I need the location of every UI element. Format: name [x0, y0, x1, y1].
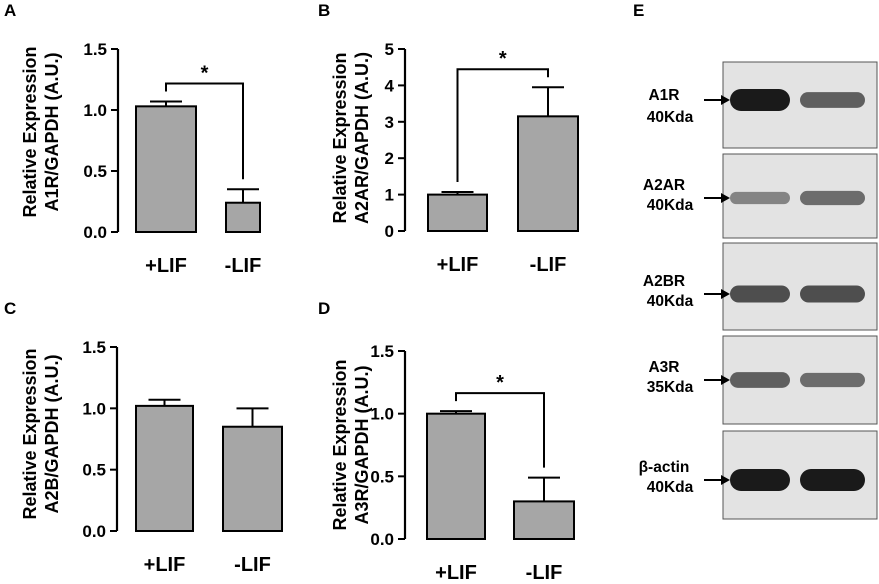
significance-bracket [455, 392, 545, 468]
y-axis-label-line2: A1R/GAPDH (A.U.) [42, 52, 62, 211]
y-tick-label: 1.0 [370, 405, 394, 424]
band-arrow-head [721, 193, 730, 203]
category-label: -LIF [225, 255, 262, 277]
blot-strip: A1R 40Kda [647, 61, 878, 149]
y-axis-label-line1: Relative Expression [330, 359, 350, 530]
bar [426, 412, 486, 540]
y-tick-label: 1.0 [83, 101, 107, 120]
y-tick-label: 0.0 [370, 530, 394, 549]
significance-marker: * [201, 62, 209, 84]
protein-band [730, 191, 790, 205]
molecular-weight: 40Kda [647, 479, 694, 496]
molecular-weight: 40Kda [647, 197, 694, 214]
bar [513, 500, 575, 540]
y-axis-label-line1: Relative Expression [330, 52, 350, 223]
protein-name: A1R [648, 87, 679, 104]
protein-band [800, 372, 865, 388]
significance-bracket [165, 82, 244, 180]
molecular-weight: 35Kda [647, 379, 694, 396]
category-label: +LIF [145, 255, 187, 277]
y-axis-label-line2: A3R/GAPDH (A.U.) [352, 365, 372, 524]
protein-band [800, 190, 865, 206]
bar [135, 404, 194, 533]
y-tick-label: 0.5 [370, 467, 394, 486]
protein-band [730, 372, 790, 388]
panel-letter: E [633, 1, 644, 20]
significance-marker: * [499, 48, 507, 70]
blot-strip: A2BR 40Kda [643, 242, 878, 331]
y-axis-label-line1: Relative Expression [20, 348, 40, 519]
blot-strip: A3R 35Kda [647, 335, 878, 425]
bar [427, 193, 488, 233]
category-label: -LIF [526, 562, 563, 584]
protein-band [730, 469, 790, 491]
y-axis-label-line1: Relative Expression [20, 46, 40, 217]
significance-bracket [456, 68, 549, 183]
y-tick-label: 0.5 [82, 461, 106, 480]
protein-name: A2BR [643, 273, 685, 290]
molecular-weight: 40Kda [647, 293, 694, 310]
category-label: -LIF [530, 254, 567, 276]
band-arrow-head [721, 475, 730, 485]
panel-letter: C [4, 299, 16, 318]
protein-name: A2AR [643, 177, 685, 194]
protein-band [730, 89, 790, 111]
panel-a: A Relative Expression A1R/GAPDH (A.U.) 0… [4, 1, 261, 277]
y-tick-label: 0 [385, 222, 394, 241]
y-axis-label-line2: A2AR/GAPDH (A.U.) [352, 52, 372, 224]
blot-strips: A1R 40Kda A2AR 40Kda A2BR 40Kda A3R 35Kda β-acti… [639, 61, 878, 520]
bar [135, 105, 197, 233]
y-tick-label: 1.5 [82, 338, 106, 357]
y-tick-label: 1.0 [82, 399, 106, 418]
y-axis-label-line2: A2B/GAPDH (A.U.) [42, 354, 62, 513]
y-tick-label: 5 [385, 40, 394, 59]
protein-band [730, 285, 790, 303]
bar [225, 201, 261, 234]
plot-area: 0.0 0.5 1.0 1.5 +LIF -LIF * [370, 342, 575, 584]
plot-area: 0.0 0.5 1.0 1.5 +LIF -LIF * [83, 40, 261, 277]
protein-band [800, 92, 865, 108]
band-arrow-head [721, 289, 730, 299]
y-tick-label: 0.0 [83, 223, 107, 242]
protein-name: A3R [648, 359, 679, 376]
protein-band [800, 285, 865, 303]
category-label: +LIF [144, 554, 186, 576]
y-tick-label: 0.0 [82, 522, 106, 541]
band-arrow-head [721, 95, 730, 105]
bar [517, 115, 579, 232]
y-tick-label: 0.5 [83, 162, 107, 181]
y-tick-label: 1 [385, 186, 394, 205]
category-label: +LIF [435, 562, 477, 584]
plot-area: 0 1 2 3 4 5 +LIF -LIF * [385, 40, 579, 276]
category-label: -LIF [234, 554, 271, 576]
panel-letter: D [318, 299, 330, 318]
molecular-weight: 40Kda [647, 109, 694, 126]
significance-marker: * [496, 372, 504, 394]
y-tick-label: 4 [385, 76, 395, 95]
blot-strip: A2AR 40Kda [643, 153, 878, 239]
y-tick-label: 2 [385, 149, 394, 168]
panel-letter: A [4, 1, 16, 20]
y-tick-label: 3 [385, 113, 394, 132]
y-tick-label: 1.5 [370, 342, 394, 361]
band-arrow-head [721, 375, 730, 385]
blot-strip: β-actin 40Kda [639, 430, 878, 520]
protein-name: β-actin [639, 459, 690, 476]
plot-area: 0.0 0.5 1.0 1.5 +LIF -LIF [82, 338, 283, 576]
y-tick-label: 1.5 [83, 40, 107, 59]
protein-band [800, 469, 865, 491]
panel-e-western-blot: E A1R 40Kda A2AR 40Kda A2BR 40Kda A3R 35Kda β-ac… [633, 1, 878, 520]
panel-letter: B [318, 1, 330, 20]
category-label: +LIF [437, 254, 479, 276]
panel-b: B Relative Expression A2AR/GAPDH (A.U.) … [318, 1, 579, 276]
panel-d: D Relative Expression A3R/GAPDH (A.U.) 0… [318, 299, 575, 584]
panel-c: C Relative Expression A2B/GAPDH (A.U.) 0… [4, 299, 283, 576]
bar [222, 425, 283, 533]
